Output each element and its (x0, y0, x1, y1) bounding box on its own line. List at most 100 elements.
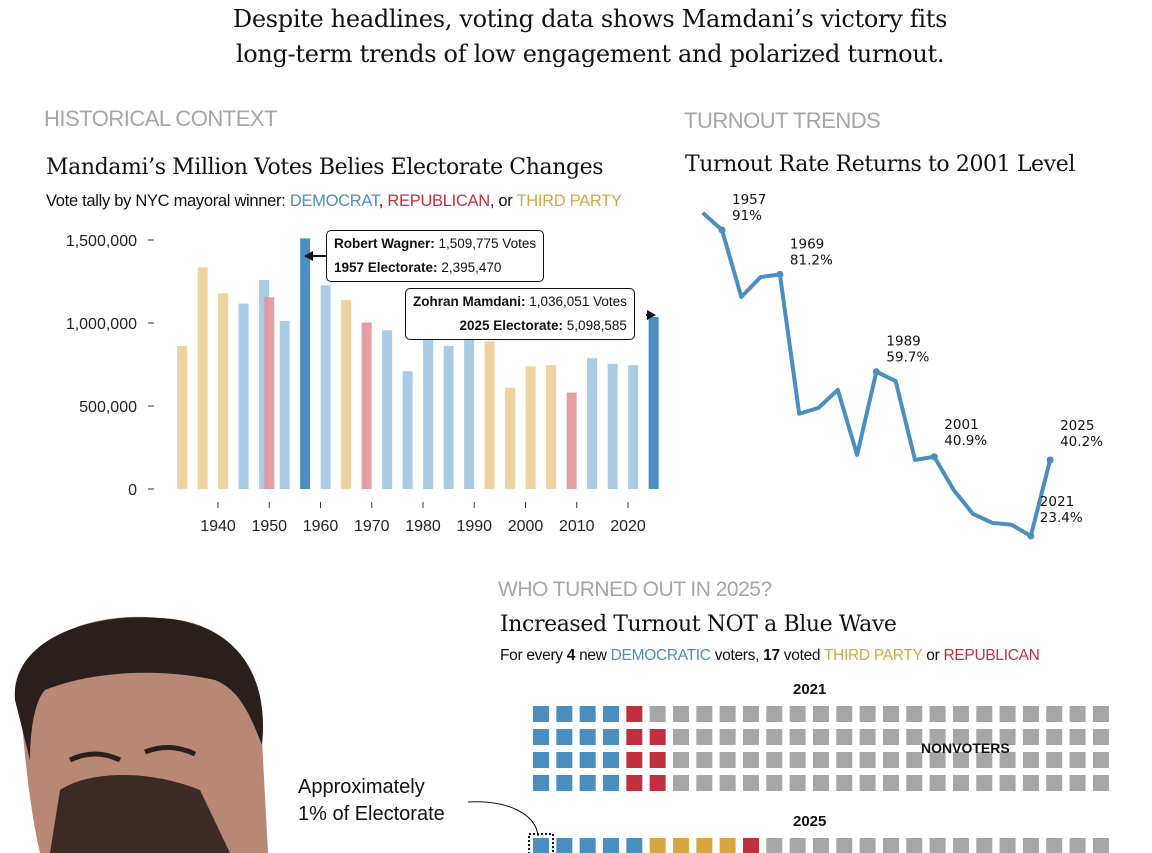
waffle-title: Increased Turnout NOT a Blue Wave (500, 612, 897, 637)
waffle-cell-2021 (649, 706, 666, 722)
callout-line-2: 1% of Electorate (298, 803, 445, 825)
arrow-head (304, 251, 313, 261)
waffle-cell-2021 (626, 729, 643, 745)
waffle-cell-2021 (533, 706, 549, 722)
waffle-cell-2021 (789, 729, 806, 745)
legend-republican: REPUBLICAN (943, 647, 1040, 664)
waffle-cell-2021 (1092, 706, 1109, 722)
count-democratic: 4 (566, 647, 576, 664)
callout-text: Approximately 1% of Electorate (298, 774, 445, 828)
headline: Despite headlines, voting data shows Mam… (0, 2, 1152, 72)
waffle-cell-2021 (649, 775, 666, 791)
bar-1973 (382, 330, 393, 489)
waffle-cell-2021 (836, 752, 853, 768)
waffle-cell-2025 (812, 838, 829, 853)
ann-votes: 1,036,051 Votes (525, 294, 627, 309)
waffle-cell-2021 (766, 775, 783, 791)
waffle-cell-2021 (672, 775, 689, 791)
point-2025 (1046, 456, 1054, 464)
t: voters, (710, 647, 764, 664)
x-tick-label: 1950 (251, 518, 287, 535)
bar-2017 (607, 363, 618, 489)
waffle-cell-2021 (719, 729, 736, 745)
waffle-cell-2021 (766, 706, 783, 722)
waffle-cell-2021 (999, 752, 1016, 768)
bar-1965 (341, 299, 352, 489)
waffle-cell-2021 (952, 775, 969, 791)
waffle-cell-2021 (1046, 775, 1063, 791)
x-tick-label: 1960 (303, 518, 339, 535)
waffle-cell-2021 (626, 706, 643, 722)
label-value: 81.2% (790, 252, 833, 268)
ann-name: Zohran Mamdani: (413, 294, 526, 309)
waffle-cell-2021 (1022, 775, 1039, 791)
waffle-cell-2025 (789, 838, 806, 853)
bar-2005 (546, 365, 557, 489)
waffle-cell-2021 (766, 729, 783, 745)
bar-1957 (300, 238, 311, 489)
waffle-cell-2021 (859, 729, 876, 745)
waffle-cell-2021 (976, 706, 993, 722)
waffle-cell-2021 (836, 729, 853, 745)
waffle-cell-2021 (882, 729, 899, 745)
waffle-cell-2021 (1069, 706, 1086, 722)
bar-2001 (525, 366, 536, 489)
waffle-cell-2021 (952, 706, 969, 722)
arrow-head (647, 310, 656, 320)
waffle-cell-2021 (602, 729, 619, 745)
sep: , or (489, 192, 517, 210)
waffle-cell-2021 (766, 752, 783, 768)
waffle-cell-2021 (719, 706, 736, 722)
bar-1981 (423, 339, 434, 489)
waffle-cell-2025 (766, 838, 783, 853)
bar-chart-subtitle: Vote tally by NYC mayoral winner: DEMOCR… (46, 192, 622, 211)
waffle-cell-2021 (579, 729, 596, 745)
waffle-cell-2025 (976, 838, 993, 853)
x-tick-label: 1990 (456, 518, 492, 535)
y-tick-label: 1,000,000 (66, 316, 137, 333)
bar-1950 (264, 297, 275, 489)
bar-1945 (238, 303, 249, 489)
legend-democratic: DEMOCRATIC (610, 647, 711, 664)
waffle-cell-2021 (579, 752, 596, 768)
waffle-cell-2021 (556, 729, 573, 745)
point-2021 (1027, 532, 1035, 540)
waffle-cell-2021 (812, 729, 829, 745)
waffle-cell-2021 (859, 752, 876, 768)
y-tick-label: 0 (128, 482, 137, 499)
waffle-cell-2021 (602, 775, 619, 791)
headline-line-1: Despite headlines, voting data shows Mam… (232, 5, 948, 33)
waffle-cell-2021 (882, 775, 899, 791)
bar-2009 (566, 392, 577, 489)
annotation-wagner: Robert Wagner: 1,509,775 Votes 1957 Elec… (326, 230, 545, 282)
waffle-cell-2021 (906, 775, 923, 791)
bar-2021 (628, 365, 639, 489)
ann-elect: 2,395,470 (437, 260, 502, 275)
waffle-cell-2021 (1046, 729, 1063, 745)
waffle-cell-2021 (1046, 752, 1063, 768)
bar-2025 (648, 317, 659, 489)
waffle-cell-2021 (999, 775, 1016, 791)
waffle-cell-2025 (929, 838, 946, 853)
waffle-cell-2021 (533, 775, 549, 791)
waffle-cell-2021 (929, 729, 946, 745)
bar-1993 (484, 341, 495, 489)
waffle-cell-2021 (882, 706, 899, 722)
waffle-cell-2021 (742, 729, 759, 745)
waffle-cell-2021 (579, 775, 596, 791)
waffle-cell-2021 (556, 775, 573, 791)
waffle-cell-2021 (929, 775, 946, 791)
bar-1969 (361, 322, 372, 489)
y-tick-label: 500,000 (79, 399, 137, 416)
waffle-year-2025: 2025 (793, 813, 827, 830)
bar-1953 (279, 320, 290, 489)
label-year: 2021 (1040, 494, 1074, 510)
bar-1985 (443, 345, 454, 489)
waffle-cell-2021 (649, 729, 666, 745)
label-value: 59.7% (886, 350, 929, 366)
waffle-cell-2025 (882, 838, 899, 853)
waffle-cell-2021 (882, 752, 899, 768)
